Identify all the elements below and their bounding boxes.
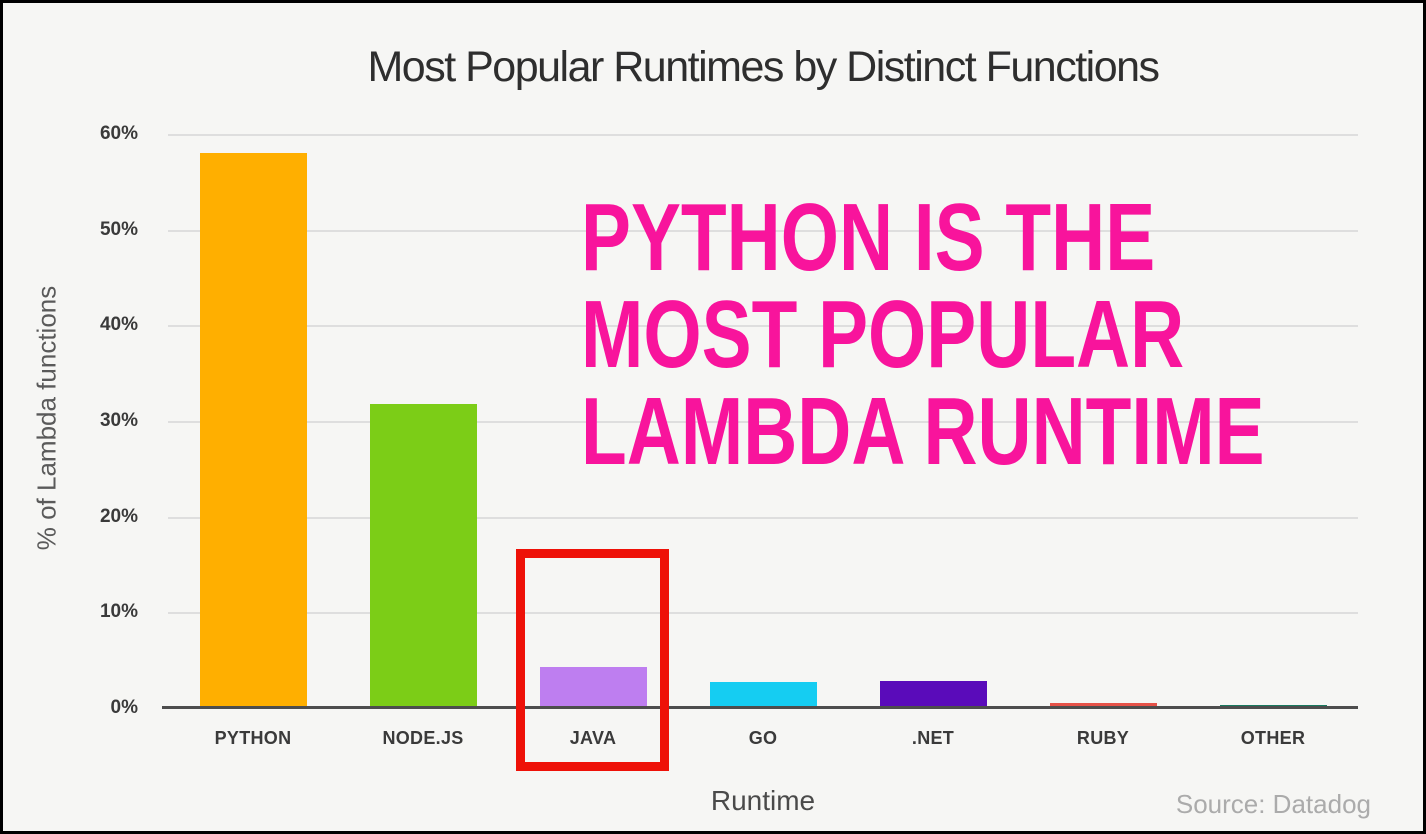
x-tick-label-other: OTHER [1240,728,1306,748]
gridline-10 [168,612,1358,615]
gridline-60 [168,134,1358,136]
x-tick-label-go: GO [748,728,778,748]
bar-java [539,666,647,708]
plot-area: 0% 10% 20% 30% 40% 50% 60% PYTHON NODE.JS JAVA GO.… [100,123,1358,748]
y-tick-label-40: 40% [99,314,138,336]
bar-python [199,153,307,708]
y-tick-label-60: 60% [99,123,138,144]
bar-go [709,682,817,708]
headline-line-1: PYTHON IS THE [581,184,1156,291]
x-tick-label-java: JAVA [569,728,617,748]
gridline-30 [168,421,1358,423]
x-axis-line [162,706,1358,709]
highlight-box-java [516,549,669,771]
y-tick-label-10: 10% [99,601,138,623]
source-credit: Source: Datadog [1175,789,1371,819]
x-tick-label-ruby: RUBY [1076,728,1130,748]
y-tick-label-30: 30% [99,410,138,431]
bar-node-js [369,403,477,708]
headline-line-2: MOST POPULAR [581,281,1185,388]
headline-line-3: LAMBDA RUNTIME [581,378,1265,485]
gridline-50 [168,229,1358,232]
y-axis-title: % of Lambda functions [31,285,62,551]
x-tick-label-python: PYTHON [214,728,292,748]
bar-net [879,681,987,708]
headline-annotation: PYTHON IS THE MOST POPULAR LAMBDA RUNTIM… [581,189,1265,480]
bar-ruby [1049,703,1157,708]
y-tick-label-20: 20% [99,505,138,527]
x-tick-label-node-js: NODE.JS [382,728,464,748]
y-tick-label-50: 50% [99,218,138,240]
x-axis-title: Runtime [710,785,816,816]
chart-title: Most Popular Runtimes by Distinct Functi… [367,43,1160,91]
gridline-40 [168,325,1358,328]
y-tick-label-0: 0% [110,697,138,718]
x-tick-label-net: .NET [911,728,955,748]
gridline-20 [168,516,1358,519]
